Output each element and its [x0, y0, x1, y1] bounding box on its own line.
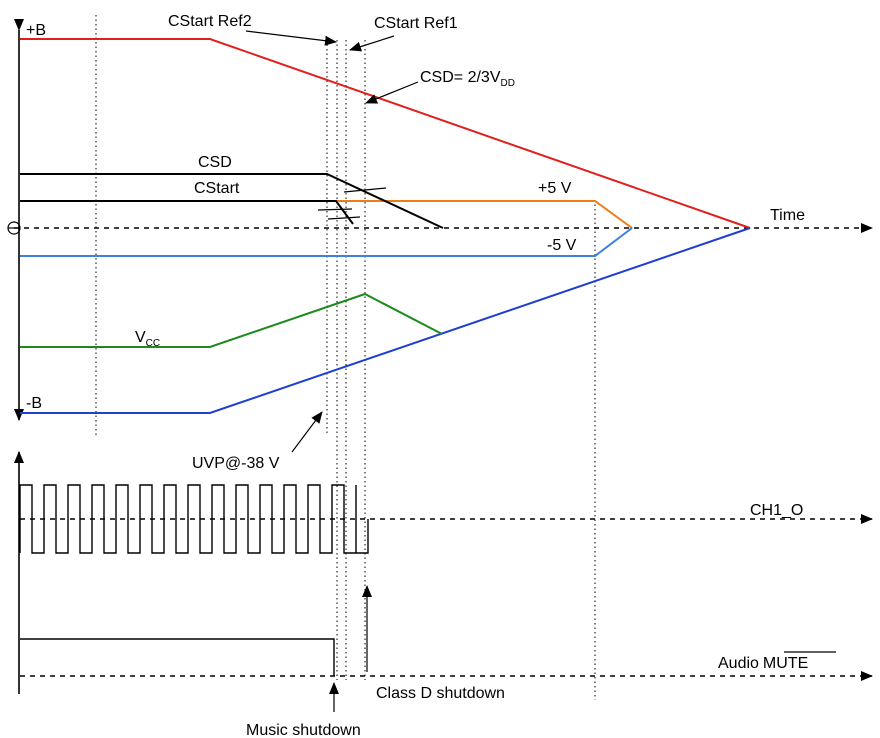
plus-b-label: +B: [26, 22, 46, 39]
vcc-label: VCC: [135, 329, 160, 349]
minus-b-label: -B: [26, 395, 42, 412]
csd-trace: [20, 173, 444, 229]
uvp-label: UVP@-38 V: [192, 455, 280, 472]
music-shutdown-label: Music shutdown: [246, 722, 361, 738]
minus-b-trace: [20, 227, 751, 414]
uvp-pointer: [291, 411, 323, 453]
minus-5v-label: -5 V: [547, 237, 577, 254]
cstart-ref1-label: CStart Ref1: [374, 15, 458, 32]
csd-label: CSD: [198, 154, 232, 171]
cstart-trace: [20, 200, 354, 225]
plus-5v-label: +5 V: [538, 180, 572, 197]
ch1-o-pwm-trace: [19, 484, 369, 554]
cstart-ref2-mark: [317, 208, 353, 211]
class-d-shutdown-label: Class D shutdown: [376, 685, 505, 702]
csd-threshold-label: CSD= 2/3VDD: [420, 69, 515, 89]
cstart-label: CStart: [194, 180, 240, 197]
cstart-ref2-label: CStart Ref2: [168, 13, 252, 30]
csd-threshold-mark: [343, 187, 387, 193]
cstart-ref1-pointer: [349, 35, 395, 52]
vcc-trace: [20, 292, 443, 348]
time-label: Time: [770, 207, 805, 224]
minus-5v-trace: [20, 227, 633, 257]
plus-b-trace: [20, 38, 751, 229]
ch1-o-label: CH1_O: [750, 502, 803, 519]
audio-mute-label: Audio MUTE: [718, 655, 808, 672]
audio-mute-trace: [20, 638, 335, 676]
cstart-ref2-pointer: [245, 30, 337, 46]
plus-5v-trace: [336, 200, 633, 229]
cstart-ref1-mark: [327, 216, 361, 220]
csd-threshold-pointer: [365, 81, 419, 104]
